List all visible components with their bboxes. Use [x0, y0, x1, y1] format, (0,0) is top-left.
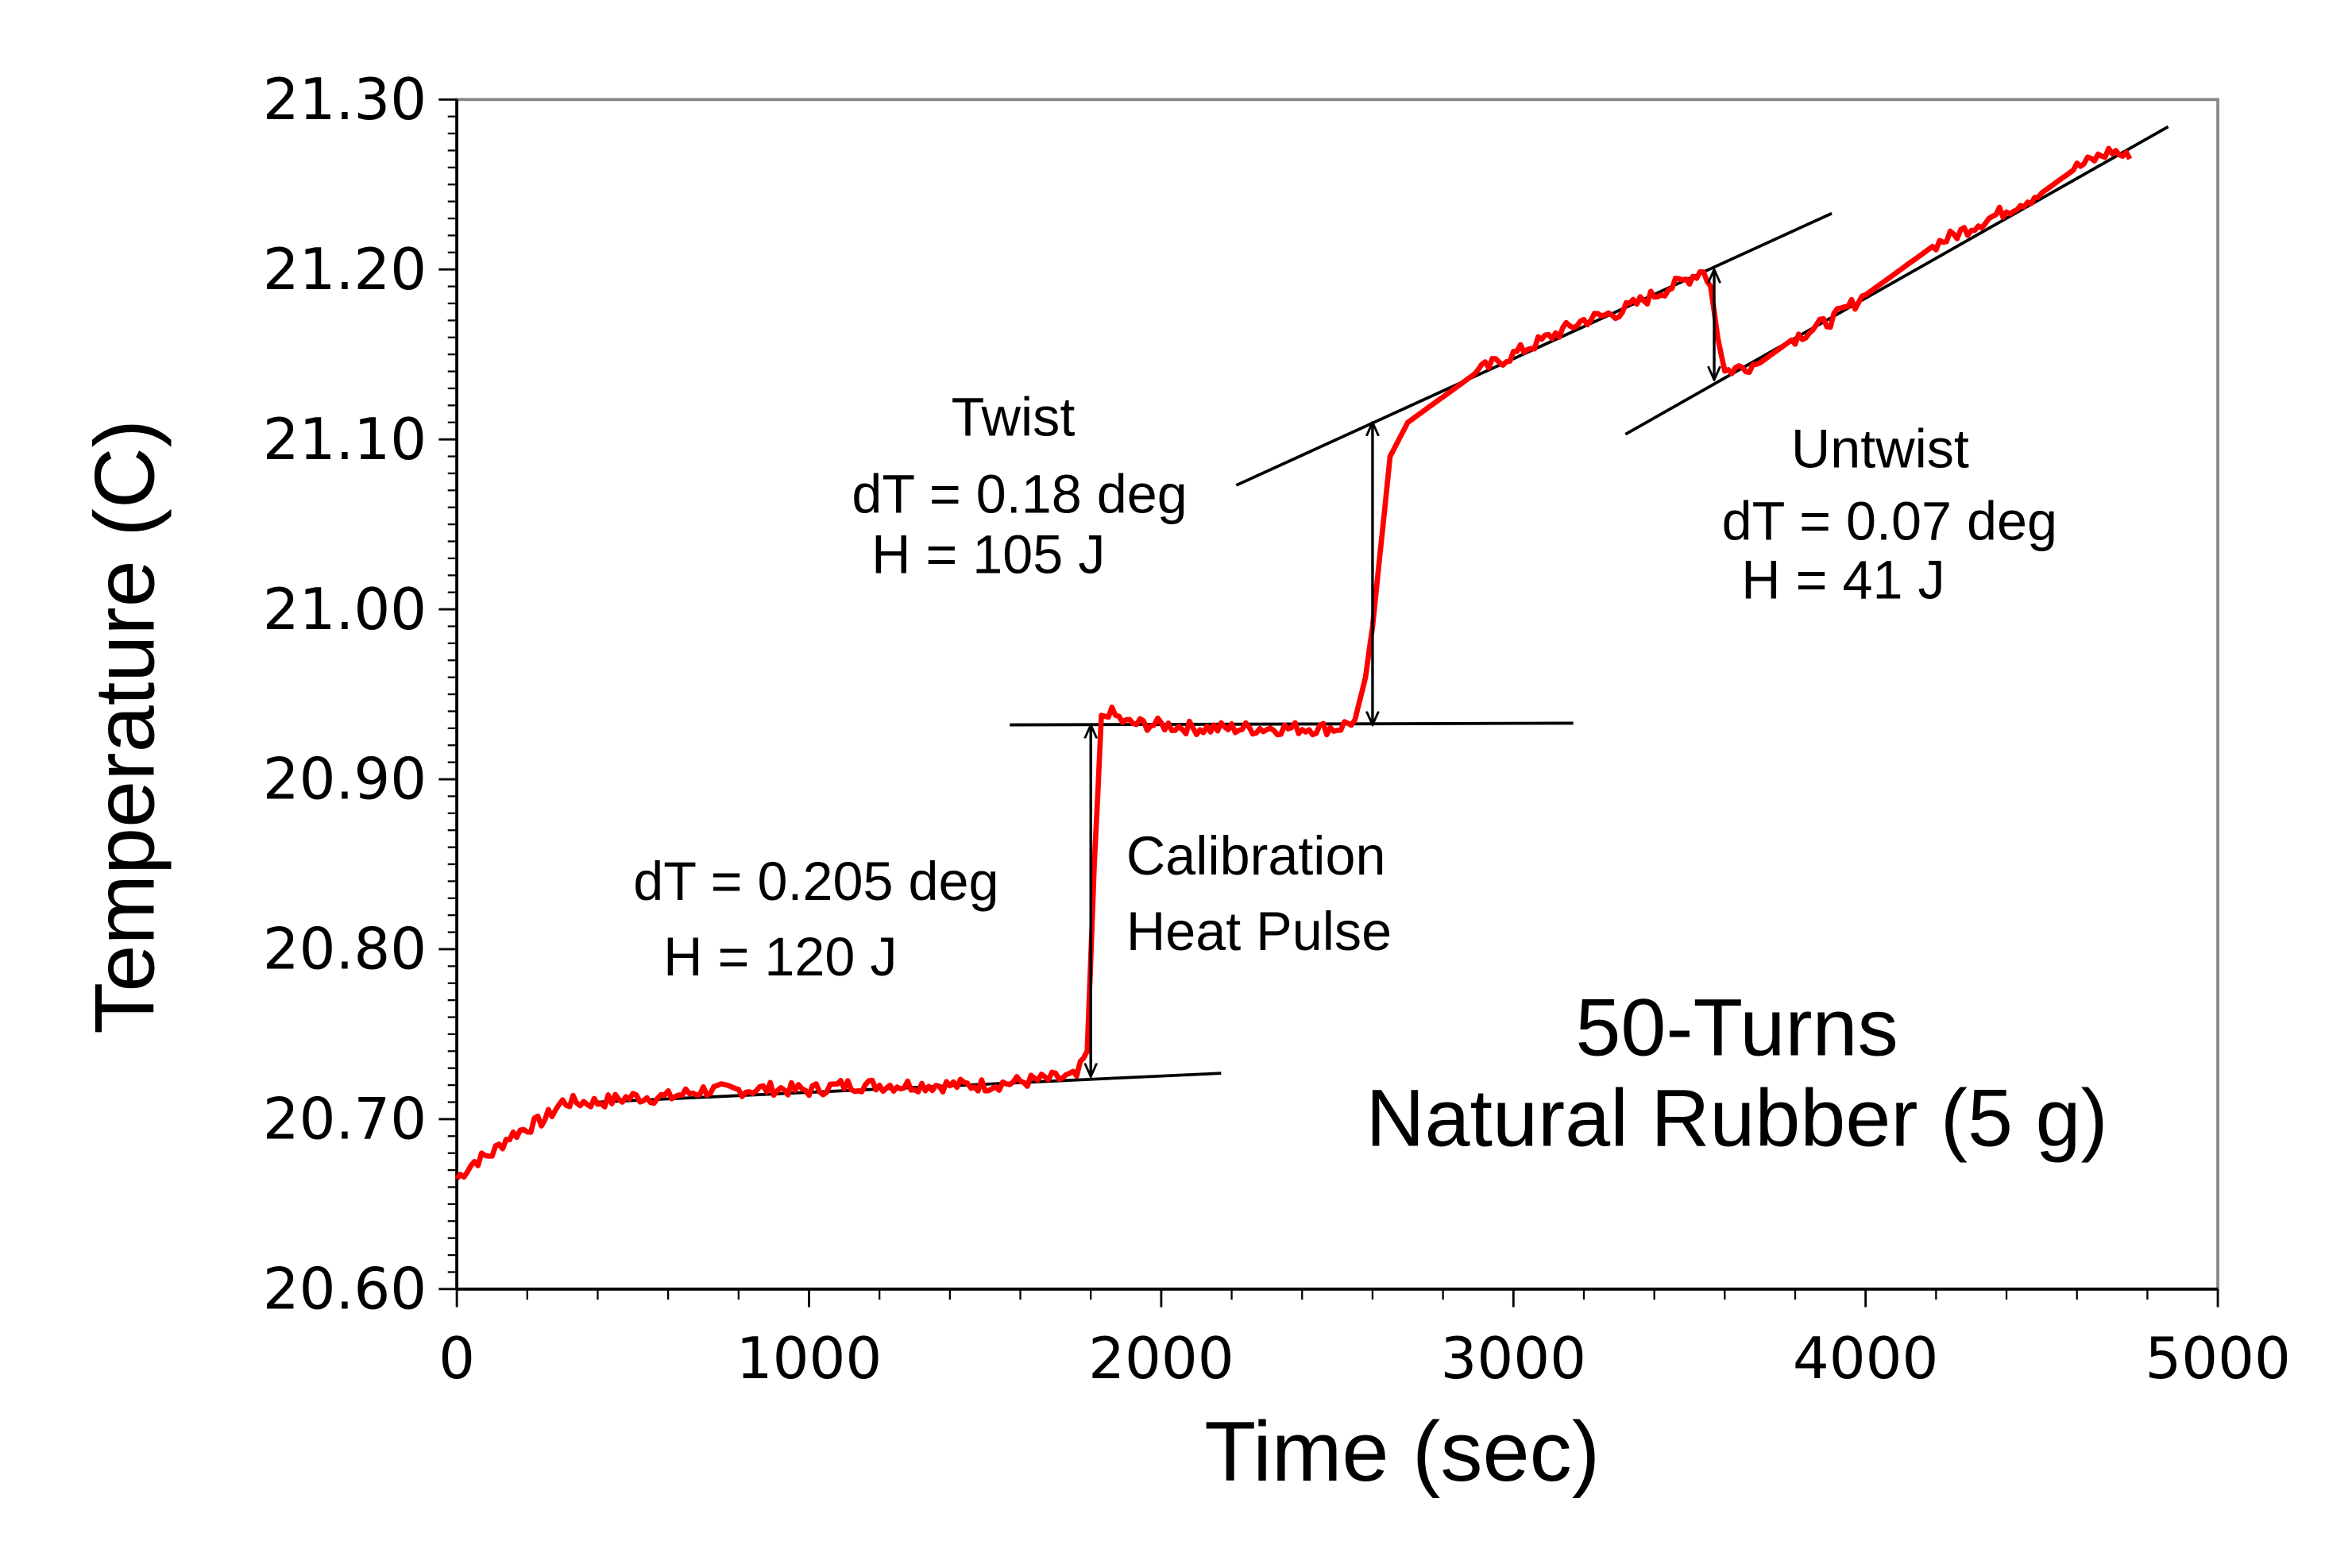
y-tick-label: 21.30	[263, 67, 427, 133]
x-tick-label: 2000	[1088, 1326, 1234, 1392]
calibration-label-2: Heat Pulse	[1126, 902, 1392, 962]
untwist-label: Untwist	[1791, 419, 1969, 479]
y-tick-label: 20.60	[263, 1257, 427, 1323]
x-tick-label: 5000	[2145, 1326, 2291, 1392]
sample-title-1: 50-Turns	[1575, 982, 1898, 1073]
calibration-dt: dT = 0.205 deg	[633, 852, 998, 912]
twist-dt: dT = 0.18 deg	[852, 464, 1187, 524]
x-tick-label: 4000	[1793, 1326, 1939, 1392]
calibration-label-1: Calibration	[1126, 826, 1386, 886]
calibration-h: H = 120 J	[663, 927, 897, 987]
x-tick-label: 3000	[1441, 1326, 1587, 1392]
sample-title-2: Natural Rubber (5 g)	[1365, 1072, 2107, 1164]
twist-label: Twist	[952, 388, 1076, 448]
x-tick-label: 1000	[736, 1326, 882, 1392]
y-tick-label: 20.90	[263, 747, 427, 813]
fit-line	[1624, 125, 2169, 436]
x-tick-label: 0	[438, 1326, 475, 1392]
series-line-temperature	[454, 145, 2133, 1180]
y-tick-label: 21.20	[263, 237, 427, 303]
twist-h: H = 105 J	[871, 524, 1105, 585]
y-axis-label: Temperature (C)	[78, 419, 172, 1034]
y-tick-label: 21.00	[263, 577, 427, 643]
y-tick-label: 20.80	[263, 917, 427, 983]
y-tick-label: 20.70	[263, 1087, 427, 1153]
x-axis-label: Time (sec)	[1204, 1404, 1600, 1499]
untwist-h: H = 41 J	[1741, 550, 1945, 611]
y-tick-label: 21.10	[263, 407, 427, 473]
untwist-dt: dT = 0.07 deg	[1722, 492, 2057, 552]
